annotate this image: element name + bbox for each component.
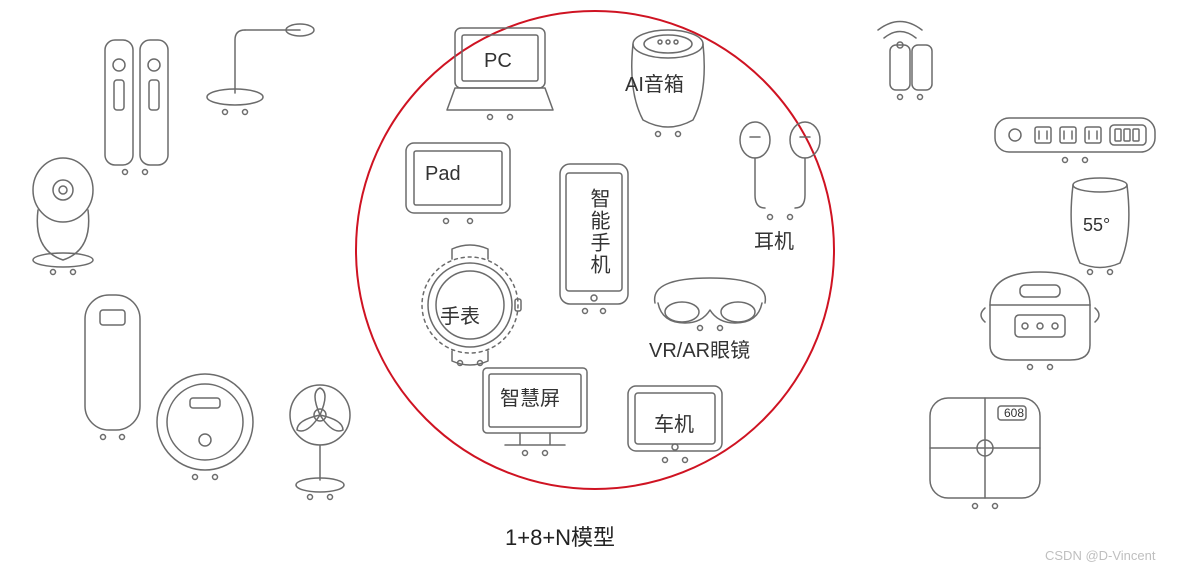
label-car: 车机 [654, 408, 694, 437]
device-heater [75, 290, 150, 440]
label-pad: Pad [425, 163, 461, 186]
device-headphone [720, 115, 840, 220]
device-robotvac [150, 370, 260, 480]
label-pc: PC [484, 50, 512, 73]
label-headphone: 耳机 [754, 225, 794, 254]
label-tv: 智慧屏 [500, 382, 560, 411]
device-router [850, 5, 960, 100]
device-powerstrip [990, 110, 1160, 165]
label-watch: 手表 [440, 300, 480, 329]
label-vr: VR/AR眼镜 [649, 334, 750, 363]
device-ricecooker [975, 260, 1105, 370]
device-scale [920, 390, 1050, 510]
device-camera [18, 155, 108, 275]
device-doorlock [90, 35, 180, 175]
device-fan [275, 380, 365, 500]
label-scale: 608 [1004, 406, 1024, 420]
diagram-stage: 智能手机 PC Pad 手表 智慧屏 车机 [0, 0, 1186, 568]
label-speaker: AI音箱 [625, 68, 684, 97]
watermark: CSDN @D-Vincent [1045, 548, 1156, 563]
label-cup: 55° [1083, 215, 1110, 236]
device-vr [640, 268, 780, 330]
label-phone: 智能手机 [584, 188, 613, 276]
device-desklamp [205, 15, 325, 115]
caption: 1+8+N模型 [505, 520, 615, 552]
